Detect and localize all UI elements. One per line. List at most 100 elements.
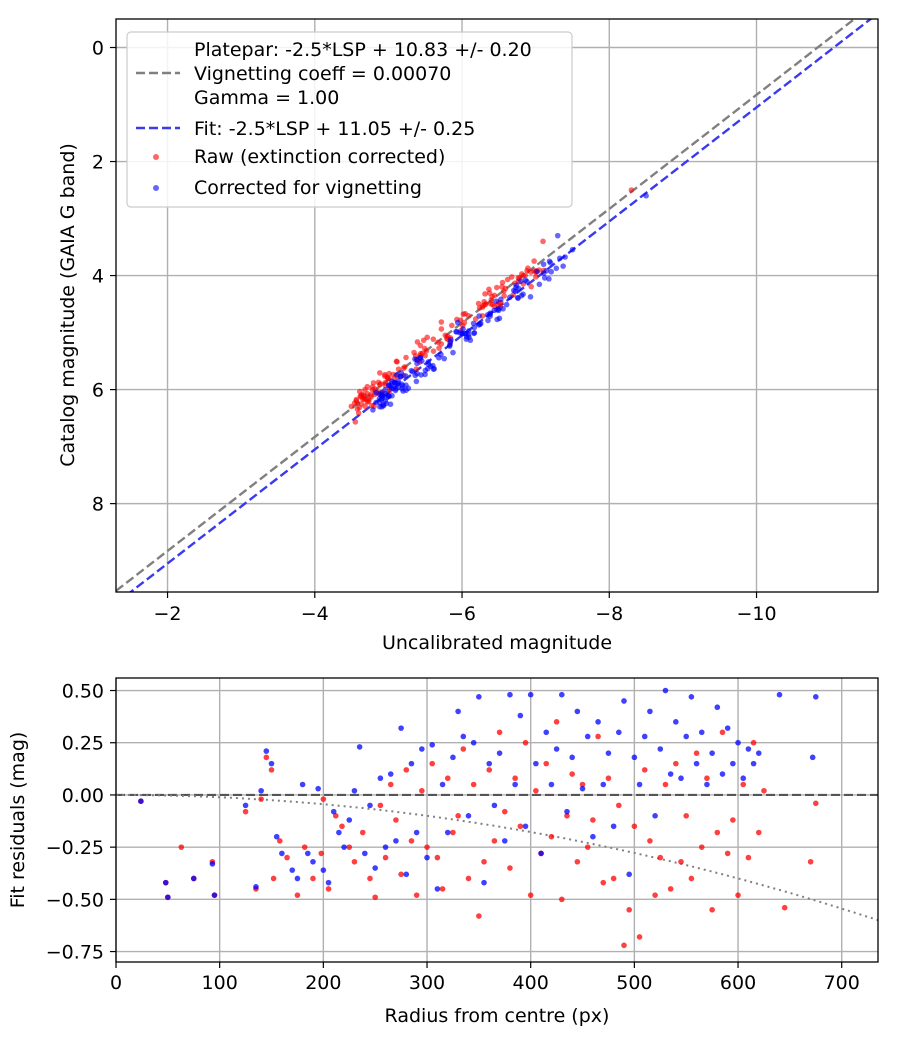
corrected-point [503,301,510,308]
corrected-residual-point [377,775,384,782]
raw-residual-point [719,729,726,736]
corrected-residual-point [507,691,513,698]
raw-residual-point [301,844,308,850]
legend-fit-label: Fit: -2.5*LSP + 11.05 +/- 0.25 [194,118,475,140]
corrected-point [536,281,543,288]
corrected-point [518,278,524,285]
corrected-point [495,305,502,312]
raw-residual-point [595,733,601,740]
raw-residual-point [553,719,560,725]
raw-residual-point [574,858,581,865]
corrected-point [393,386,399,392]
corrected-residual-point [315,785,321,792]
raw-residual-point [688,875,695,882]
corrected-residual-point [662,687,669,694]
corrected-residual-point [574,708,581,715]
raw-residual-point [662,781,669,788]
corrected-residual-point [564,808,570,815]
corrected-point [412,372,419,379]
corrected-point [485,317,491,324]
corrected-residual-point [501,838,508,844]
raw-residual-point [812,800,819,807]
corrected-residual-point [512,781,518,788]
raw-residual-point [730,817,736,823]
corrected-residual-point [382,844,389,850]
raw-residual-point [600,879,607,886]
raw-point [465,312,472,319]
top-x-tick-label: −8 [595,603,623,625]
raw-residual-point [258,796,264,802]
raw-point [375,379,382,386]
raw-residual-point [507,865,513,871]
corrected-residual-point [481,879,487,886]
legend-vignetting-coeff-label: Vignetting coeff = 0.00070 [194,63,451,85]
raw-point [423,348,430,354]
corrected-residual-point [341,844,347,850]
top-y-tick-label: 0 [92,38,104,60]
raw-residual-point [481,858,487,865]
top-x-ticks: −2 −4 −6 −8 −10 [154,592,777,625]
raw-residual-point [476,913,482,919]
raw-residual-point [263,754,270,761]
raw-point [493,284,500,291]
corrected-residual-point [268,760,275,767]
raw-point [460,311,467,317]
raw-residual-point [429,760,436,767]
raw-residual-point [564,813,570,819]
raw-point [393,358,400,365]
corrected-residual-point [533,760,539,767]
corrected-residual-point [398,725,404,731]
corrected-residual-point [393,838,399,844]
raw-residual-point [270,875,277,882]
raw-residual-point [714,829,721,836]
corrected-point [569,246,576,253]
corrected-point [471,330,478,336]
corrected-point [405,385,412,392]
top-y-axis-label: Catalog magnitude (GAIA G band) [57,143,79,467]
corrected-residual-point [190,875,197,882]
corrected-residual-point [647,708,653,715]
raw-point [411,349,417,356]
raw-residual-point [698,844,705,850]
raw-residual-point [631,823,638,830]
corrected-residual-point [750,760,757,767]
raw-point [436,345,442,351]
corrected-residual-point [735,739,741,746]
raw-point [540,238,546,245]
corrected-residual-point [590,833,596,840]
raw-residual-point [413,892,420,898]
corrected-point [500,305,506,312]
raw-residual-point [657,854,664,861]
raw-residual-point [605,775,612,782]
raw-residual-point [460,746,467,752]
corrected-residual-point [688,693,695,700]
bottom-y-tick-label: 0.00 [62,785,104,807]
bottom-x-tick-label: 600 [720,972,756,994]
raw-residual-point [636,934,643,940]
raw-residual-point [652,892,658,898]
residuals-plot: 0 100 200 300 400 500 600 700 −0.75 −0.50 −0.25 0.… [7,677,879,1027]
top-y-tick-label: 2 [92,152,104,174]
corrected-residual-point [719,771,726,777]
raw-point [430,336,437,342]
raw-residual-point [517,823,524,830]
raw-residual-point [408,838,415,844]
top-y-ticks: 0 2 4 6 8 [92,38,116,516]
corrected-residual-point [299,781,306,788]
corrected-point [520,291,526,297]
corrected-residual-point [605,750,612,756]
corrected-residual-point [709,750,715,756]
corrected-point [541,275,548,281]
corrected-residual-point [652,813,658,819]
corrected-residual-point [162,879,169,886]
corrected-point [493,298,500,305]
corrected-point [524,278,530,285]
top-x-tick-label: −4 [301,603,329,625]
corrected-point [554,232,561,239]
corrected-point [553,265,560,272]
corrected-residual-point [273,833,280,840]
raw-residual-point [346,844,353,850]
corrected-residual-point [408,760,415,767]
raw-point [489,301,496,308]
